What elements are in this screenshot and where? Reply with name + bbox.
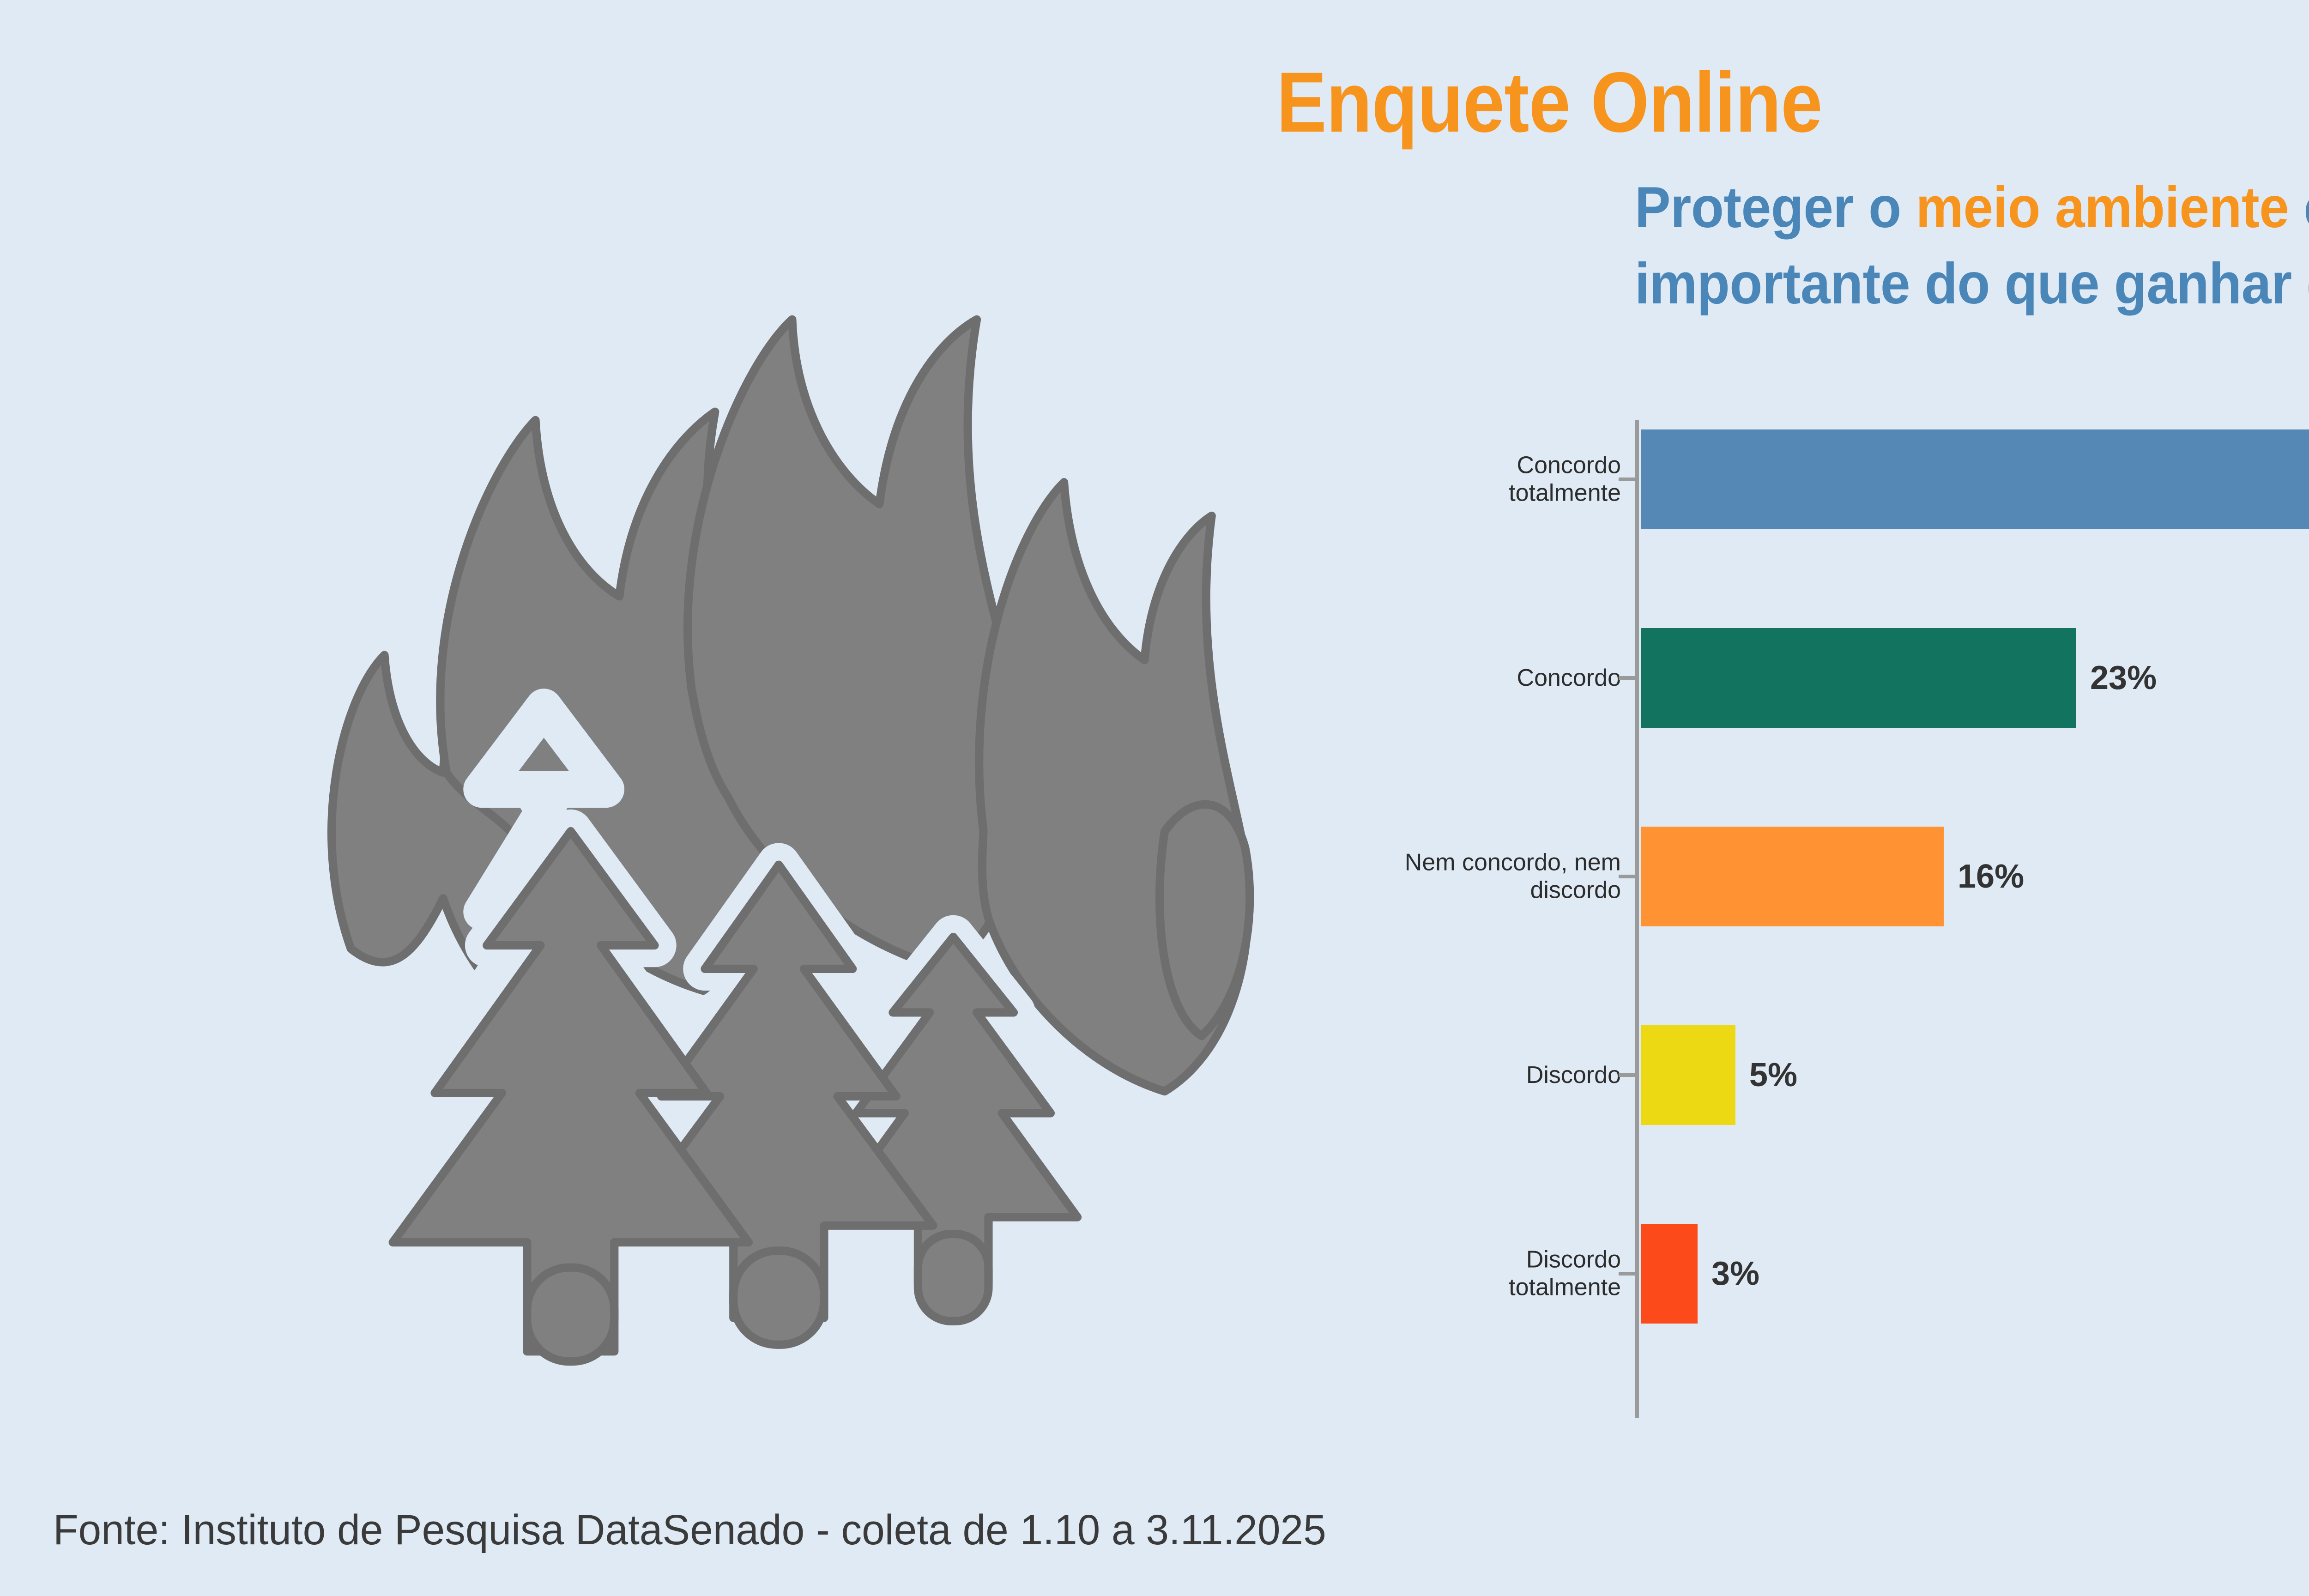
chart-axis-line (1635, 420, 1639, 1418)
tree-back-right-trunk (913, 1229, 993, 1326)
axis-tick (1619, 676, 1635, 680)
bar-category-label: Discordo (1526, 1061, 1621, 1088)
tree-mid-trunk (729, 1246, 828, 1349)
axis-tick (1619, 478, 1635, 481)
bar-segment (1641, 429, 2309, 529)
bar-row: Discordo totalmente 3% (1316, 1224, 2309, 1324)
axis-tick (1619, 875, 1635, 878)
bar-row: Nem concordo, nem discordo 16% (1316, 827, 2309, 926)
bar-value-label: 5% (1749, 1057, 1798, 1094)
bar-category-label: Concordo (1517, 664, 1621, 691)
flame-far-right (1155, 800, 1254, 1040)
subtitle-part-2: é mais (2289, 175, 2309, 240)
forest-fire-icon (327, 315, 1254, 1373)
axis-tick (1619, 1272, 1635, 1276)
bar-value-label: 16% (1958, 858, 2025, 895)
source-note: Fonte: Instituto de Pesquisa DataSenado … (53, 1506, 1326, 1554)
bar-segment (1641, 1224, 1698, 1324)
header-block: Enquete Online Proteger o meio ambiente … (1131, 60, 2309, 322)
page-title: Enquete Online (1276, 55, 1823, 150)
bar-value-label: 23% (2090, 659, 2157, 696)
axis-tick (1619, 1073, 1635, 1077)
bar-row: Concordo 23% (1316, 628, 2309, 728)
bar-row: Discordo 5% (1316, 1025, 2309, 1125)
page-subtitle: Proteger o meio ambiente é mais importan… (1635, 169, 2309, 322)
bar-category-label: Discordo totalmente (1509, 1246, 1621, 1301)
bar-chart: Concordo totalmente53% Concordo 23% Nem con… (1316, 420, 2309, 1427)
subtitle-part-1: Proteger o (1635, 175, 1916, 240)
tree-front-trunk (523, 1263, 619, 1366)
bar-value-label: 3% (1711, 1255, 1760, 1292)
bar-row: Concordo totalmente53% (1316, 429, 2309, 529)
bar-segment (1641, 628, 2076, 728)
bar-category-label: Nem concordo, nem discordo (1404, 849, 1621, 904)
bar-segment (1641, 1025, 1735, 1125)
bar-segment (1641, 827, 1944, 926)
subtitle-accent: meio ambiente (1916, 175, 2289, 240)
bar-category-label: Concordo totalmente (1509, 452, 1621, 507)
forest-fire-illustration (259, 272, 1265, 1390)
subtitle-line-1: Proteger o meio ambiente é mais (1635, 169, 2309, 246)
subtitle-line-2: importante do que ganhar dinheiro (1635, 252, 2309, 316)
tree-front (388, 827, 753, 1356)
